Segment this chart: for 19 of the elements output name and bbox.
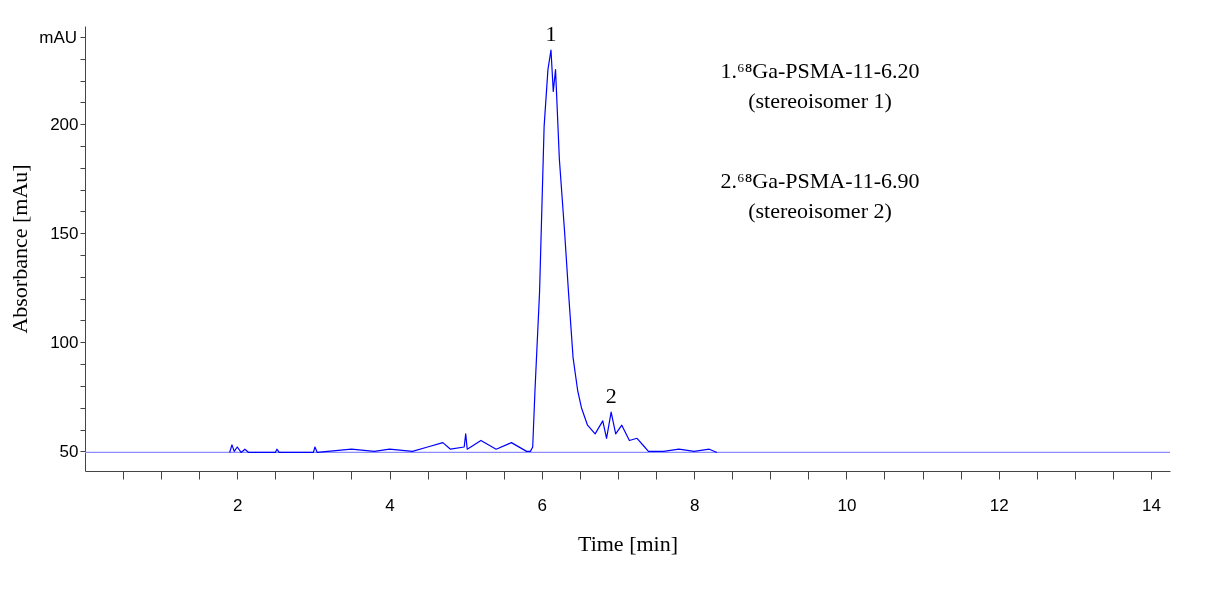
x-tick-label: 12 [989,495,1009,515]
y-tick-label: 100 [50,332,79,352]
y-tick-label: 150 [50,223,79,243]
annotation: 1 [545,21,557,46]
x-axis-title: Time [min] [577,530,679,556]
annotation: 2 [605,383,617,409]
annotation: 1.⁶⁸Ga-PSMA-11-6.20 (stereoisomer 1) [720,58,920,113]
x-tick-label: 8 [689,495,700,515]
text: mAU [39,28,77,47]
y-tick-label: 50 [59,441,79,461]
x-tick-label: 6 [537,495,548,515]
line-series [229,49,718,454]
x-tick-label: 10 [837,495,857,515]
annotation: 2.⁶⁸Ga-PSMA-11-6.90 (stereoisomer 2) [720,168,920,223]
y-axis-title: Absorbance [mAu] [7,164,33,334]
y-tick-label: 200 [50,114,79,134]
x-tick-label: 2 [233,495,243,515]
x-tick-label: 4 [385,495,395,515]
x-tick-label: 14 [1142,495,1161,515]
